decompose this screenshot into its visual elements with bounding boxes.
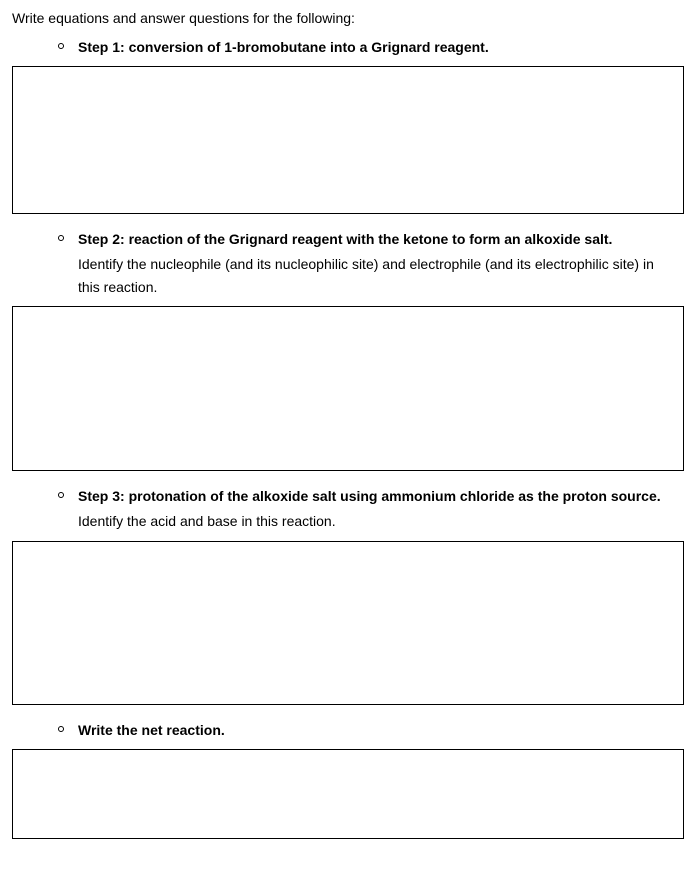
step-2-subtext: Identify the nucleophile (and its nucleo… — [78, 253, 666, 299]
step-4-title: Write the net reaction. — [78, 722, 225, 738]
step-3-title: Step 3: protonation of the alkoxide salt… — [78, 488, 661, 504]
step-1-title: Step 1: conversion of 1-bromobutane into… — [78, 39, 489, 55]
step-2-title: Step 2: reaction of the Grignard reagent… — [78, 231, 612, 247]
answer-box-3 — [12, 541, 684, 705]
answer-box-2 — [12, 306, 684, 471]
step-3-subtext: Identify the acid and base in this react… — [78, 510, 666, 533]
step-3: Step 3: protonation of the alkoxide salt… — [58, 485, 666, 533]
bullet-icon — [58, 726, 64, 732]
answer-box-1 — [12, 66, 684, 214]
step-1: Step 1: conversion of 1-bromobutane into… — [58, 36, 666, 59]
step-2: Step 2: reaction of the Grignard reagent… — [58, 228, 666, 299]
intro-text: Write equations and answer questions for… — [12, 10, 684, 26]
answer-box-4 — [12, 749, 684, 839]
bullet-icon — [58, 43, 64, 49]
step-4: Write the net reaction. — [58, 719, 666, 742]
bullet-icon — [58, 235, 64, 241]
bullet-icon — [58, 492, 64, 498]
